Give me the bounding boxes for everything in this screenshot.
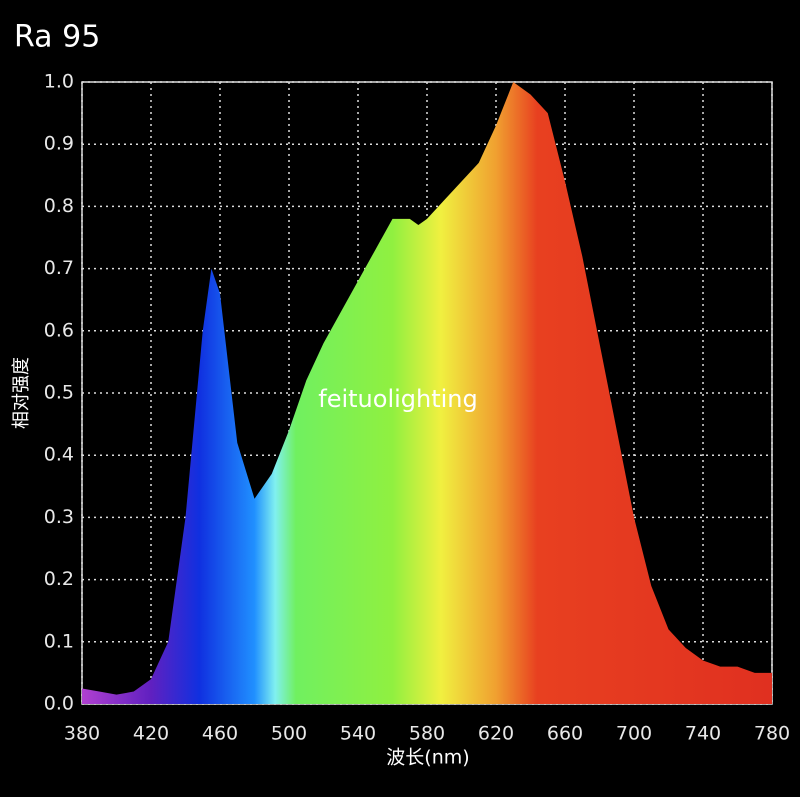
x-axis-label: 波长(nm) xyxy=(386,747,469,769)
x-tick-label: 620 xyxy=(478,723,514,745)
x-tick-label: 420 xyxy=(133,723,169,745)
y-tick-label: 0.5 xyxy=(44,382,74,404)
y-tick-label: 0.1 xyxy=(44,630,74,652)
x-tick-label: 660 xyxy=(547,723,583,745)
y-tick-label: 0.3 xyxy=(44,506,74,528)
x-tick-label: 380 xyxy=(64,723,100,745)
x-tick-label: 780 xyxy=(754,723,790,745)
y-tick-label: 0.4 xyxy=(44,444,74,466)
y-tick-label: 0.0 xyxy=(44,693,74,715)
y-tick-label: 0.6 xyxy=(44,319,74,341)
y-tick-label: 0.7 xyxy=(44,257,74,279)
x-tick-label: 700 xyxy=(616,723,652,745)
x-tick-label: 580 xyxy=(409,723,445,745)
y-tick-label: 0.8 xyxy=(44,195,74,217)
x-tick-label: 460 xyxy=(202,723,238,745)
y-tick-label: 0.9 xyxy=(44,133,74,155)
x-tick-label: 500 xyxy=(271,723,307,745)
x-tick-label: 740 xyxy=(685,723,721,745)
y-tick-label: 0.2 xyxy=(44,568,74,590)
y-tick-label: 1.0 xyxy=(44,71,74,93)
y-axis-label: 相对强度 xyxy=(11,357,32,429)
x-tick-label: 540 xyxy=(340,723,376,745)
spectrum-area xyxy=(82,82,772,704)
watermark: feituolighting xyxy=(318,385,478,413)
chart-title: Ra 95 xyxy=(14,20,100,55)
